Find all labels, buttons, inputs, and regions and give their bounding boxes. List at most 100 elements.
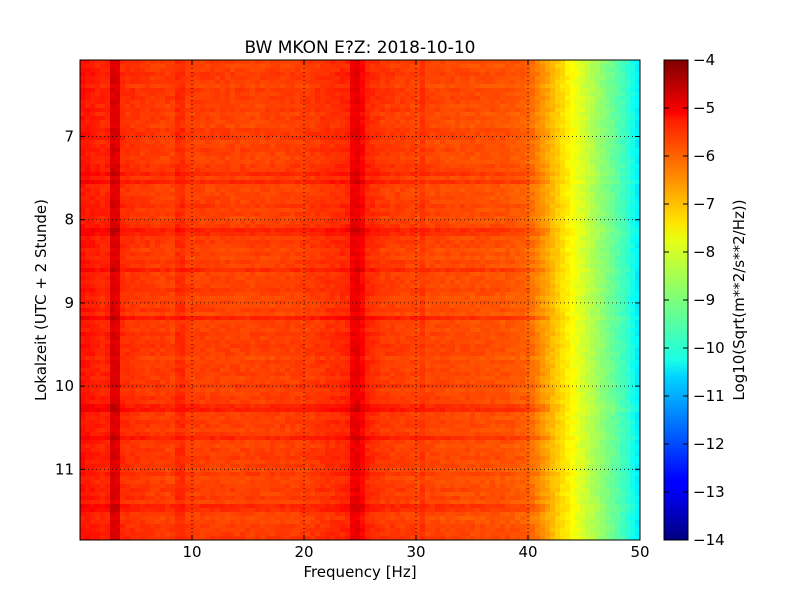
heatmap-cell: [195, 80, 201, 85]
heatmap-cell: [320, 236, 326, 241]
heatmap-cell: [455, 216, 461, 221]
heatmap-cell: [410, 76, 416, 81]
heatmap-cell: [615, 180, 621, 185]
heatmap-cell: [610, 204, 616, 209]
heatmap-cell: [470, 148, 476, 153]
heatmap-cell: [285, 148, 291, 153]
heatmap-cell: [540, 84, 546, 89]
heatmap-cell: [200, 88, 206, 93]
heatmap-cell: [595, 156, 601, 161]
heatmap-cell: [250, 200, 256, 205]
heatmap-cell: [200, 176, 206, 181]
heatmap-cell: [510, 128, 516, 133]
heatmap-cell: [295, 208, 301, 213]
heatmap-cell: [445, 60, 451, 65]
heatmap-cell: [350, 236, 356, 241]
heatmap-cell: [635, 96, 640, 101]
heatmap-cell: [395, 228, 401, 233]
heatmap-cell: [525, 120, 531, 125]
heatmap-cell: [545, 232, 551, 237]
heatmap-cell: [230, 60, 236, 65]
heatmap-cell: [625, 224, 631, 229]
heatmap-cell: [615, 72, 621, 77]
heatmap-cell: [385, 76, 391, 81]
heatmap-cell: [535, 156, 541, 161]
heatmap-cell: [590, 120, 596, 125]
heatmap-cell: [140, 72, 146, 77]
heatmap-cell: [520, 120, 526, 125]
heatmap-cell: [150, 112, 156, 117]
heatmap-cell: [195, 132, 201, 137]
heatmap-cell: [605, 128, 611, 133]
heatmap-cell: [175, 92, 181, 97]
heatmap-cell: [480, 116, 486, 121]
heatmap-cell: [270, 196, 276, 201]
heatmap-cell: [345, 232, 351, 237]
heatmap-cell: [470, 92, 476, 97]
heatmap-cell: [185, 136, 191, 141]
heatmap-cell: [180, 100, 186, 105]
heatmap-cell: [140, 232, 146, 237]
heatmap-cell: [160, 108, 166, 113]
heatmap-cell: [220, 188, 226, 193]
heatmap-cell: [585, 172, 591, 177]
heatmap-cell: [190, 196, 196, 201]
heatmap-cell: [455, 208, 461, 213]
heatmap-cell: [620, 208, 626, 213]
heatmap-cell: [110, 160, 116, 165]
heatmap-cell: [390, 92, 396, 97]
heatmap-cell: [85, 76, 91, 81]
heatmap-cell: [380, 108, 386, 113]
heatmap-cell: [335, 160, 341, 165]
heatmap-cell: [185, 100, 191, 105]
heatmap-cell: [185, 124, 191, 129]
heatmap-cell: [620, 84, 626, 89]
heatmap-cell: [170, 164, 176, 169]
heatmap-cell: [460, 156, 466, 161]
heatmap-cell: [135, 196, 141, 201]
heatmap-cell: [540, 224, 546, 229]
heatmap-cell: [155, 208, 161, 213]
heatmap-cell: [405, 136, 411, 141]
heatmap-cell: [495, 224, 501, 229]
heatmap-cell: [630, 148, 636, 153]
heatmap-cell: [335, 224, 341, 229]
heatmap-cell: [205, 108, 211, 113]
heatmap-cell: [525, 192, 531, 197]
heatmap-cell: [620, 140, 626, 145]
heatmap-cell: [270, 152, 276, 157]
heatmap-cell: [530, 136, 536, 141]
heatmap-cell: [480, 208, 486, 213]
heatmap-cell: [270, 84, 276, 89]
heatmap-cell: [565, 168, 571, 173]
heatmap-cell: [165, 188, 171, 193]
heatmap-cell: [360, 228, 366, 233]
heatmap-cell: [545, 164, 551, 169]
heatmap-cell: [400, 140, 406, 145]
heatmap-cell: [290, 60, 296, 65]
heatmap-cell: [100, 120, 106, 125]
heatmap-cell: [370, 216, 376, 221]
heatmap-cell: [415, 164, 421, 169]
heatmap-cell: [110, 76, 116, 81]
heatmap-cell: [380, 188, 386, 193]
heatmap-cell: [320, 132, 326, 137]
heatmap-cell: [585, 80, 591, 85]
heatmap-cell: [165, 104, 171, 109]
heatmap-cell: [295, 136, 301, 141]
heatmap-cell: [370, 176, 376, 181]
heatmap-cell: [570, 72, 576, 77]
heatmap-cell: [335, 172, 341, 177]
heatmap-cell: [150, 216, 156, 221]
heatmap-cell: [485, 204, 491, 209]
heatmap-cell: [450, 208, 456, 213]
heatmap-cell: [215, 80, 221, 85]
heatmap-cell: [435, 200, 441, 205]
heatmap-cell: [165, 196, 171, 201]
heatmap-cell: [550, 136, 556, 141]
heatmap-cell: [440, 208, 446, 213]
heatmap-cell: [600, 92, 606, 97]
heatmap-cell: [120, 64, 126, 69]
heatmap-cell: [80, 168, 86, 173]
heatmap-cell: [255, 76, 261, 81]
